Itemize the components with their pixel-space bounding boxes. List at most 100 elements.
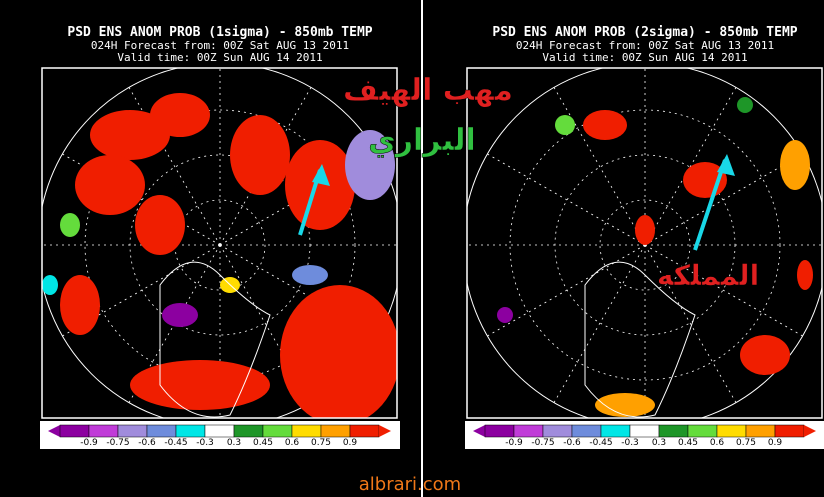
- anomaly-area: [130, 360, 270, 410]
- colorbar-segment: [204, 424, 235, 438]
- anomaly-area: [595, 393, 655, 417]
- anomaly-area: [280, 285, 397, 418]
- colorbar-label: -0.75: [531, 438, 554, 448]
- map-title: PSD ENS ANOM PROB (1sigma) - 850mb TEMP: [67, 25, 372, 40]
- forecast-time: 024H Forecast from: 00Z Sat AUG 13 2011: [516, 39, 774, 52]
- meridian: [487, 153, 646, 246]
- arrow-head: [312, 164, 330, 186]
- latitude-line: [509, 109, 781, 381]
- colorbar-segment: [349, 424, 380, 438]
- arrow-head: [717, 154, 735, 176]
- colorbar-segment: [774, 424, 805, 438]
- anomaly-area: [42, 275, 58, 295]
- anomaly-area: [780, 140, 810, 190]
- meridian: [553, 244, 646, 403]
- map-frame: [41, 67, 398, 419]
- colorbar-segment: [291, 424, 322, 438]
- meridian: [553, 87, 646, 246]
- colorbar-label: -0.6: [563, 438, 581, 448]
- anomaly-area: [162, 303, 198, 327]
- colorbar-label: 0.9: [343, 438, 358, 448]
- colorbar-label: 0.75: [736, 438, 756, 448]
- forecast-time: 024H Forecast from: 00Z Sat AUG 13 2011: [91, 39, 349, 52]
- anomaly-area: [740, 335, 790, 375]
- meridian: [487, 244, 646, 337]
- colorbar-segment: [175, 424, 206, 438]
- latitude-line: [599, 199, 691, 291]
- map-frame: [466, 67, 823, 419]
- annotation: البراري: [368, 123, 476, 158]
- colorbar-segment: [262, 424, 293, 438]
- colorbar-label: 0.45: [678, 438, 698, 448]
- anomaly-area: [230, 115, 290, 195]
- colorbar-arrow: [379, 425, 391, 437]
- latitude-line: [174, 199, 266, 291]
- meridian: [644, 153, 803, 246]
- watermark: albrari.com: [359, 474, 461, 495]
- anomaly-area: [90, 110, 170, 160]
- panel: PSD ENS ANOM PROB (2sigma) - 850mb TEMP0…: [465, 25, 824, 449]
- map: [42, 68, 397, 418]
- colorbar-arrow: [48, 425, 60, 437]
- anomaly-area: [135, 195, 185, 255]
- colorbar-label: -0.45: [589, 438, 612, 448]
- colorbar-label: 0.3: [227, 438, 241, 448]
- colorbar-label: 0.6: [285, 438, 300, 448]
- colorbar-label: 0.75: [311, 438, 331, 448]
- coastline: [584, 261, 696, 418]
- colorbar-label: -0.3: [621, 438, 639, 448]
- colorbar-label: -0.9: [80, 438, 98, 448]
- anomaly-area: [150, 93, 210, 137]
- colorbar-label: -0.75: [106, 438, 129, 448]
- colorbar-segment: [59, 424, 90, 438]
- colorbar-label: 0.9: [768, 438, 783, 448]
- anomaly-area: [292, 265, 328, 285]
- colorbar-segment: [88, 424, 119, 438]
- anomaly-area: [60, 275, 100, 335]
- colorbar-arrow: [804, 425, 816, 437]
- anomaly-area: [75, 155, 145, 215]
- valid-time: Valid time: 00Z Sun AUG 14 2011: [542, 51, 747, 64]
- map: [467, 68, 822, 418]
- colorbar-segment: [629, 424, 660, 438]
- colorbar-segment: [716, 424, 747, 438]
- colorbar-segment: [320, 424, 351, 438]
- colorbar-label: 0.6: [710, 438, 725, 448]
- colorbar-segment: [745, 424, 776, 438]
- colorbar-label: -0.3: [196, 438, 214, 448]
- coastline: [159, 261, 271, 418]
- colorbar-segment: [146, 424, 177, 438]
- colorbar-label: -0.9: [505, 438, 523, 448]
- valid-time: Valid time: 00Z Sun AUG 14 2011: [117, 51, 322, 64]
- anomaly-area: [285, 140, 355, 230]
- anomaly-area: [60, 213, 80, 237]
- anomaly-area: [497, 307, 513, 323]
- anomaly-area: [635, 215, 655, 245]
- colorbar-segment: [542, 424, 573, 438]
- anomaly-area: [345, 130, 395, 200]
- colorbar-label: -0.6: [138, 438, 156, 448]
- arrow: [693, 159, 727, 251]
- meridian: [644, 87, 737, 246]
- colorbar-segment: [571, 424, 602, 438]
- anomaly-area: [737, 97, 753, 113]
- colorbar-arrow: [473, 425, 485, 437]
- annotation: مهب الهيف: [343, 73, 513, 108]
- meridian: [644, 244, 737, 403]
- colorbar-segment: [658, 424, 689, 438]
- annotation: المملكه: [657, 259, 759, 292]
- panel: PSD ENS ANOM PROB (1sigma) - 850mb TEMP0…: [40, 25, 400, 449]
- colorbar-segment: [513, 424, 544, 438]
- colorbar-label: -0.45: [164, 438, 187, 448]
- colorbar-segment: [117, 424, 148, 438]
- colorbar-segment: [233, 424, 264, 438]
- meridian: [644, 244, 803, 337]
- colorbar-segment: [687, 424, 718, 438]
- colorbar-label: 0.3: [652, 438, 666, 448]
- map-title: PSD ENS ANOM PROB (2sigma) - 850mb TEMP: [492, 25, 797, 40]
- colorbar-segment: [600, 424, 631, 438]
- anomaly-area: [797, 260, 813, 290]
- anomaly-area: [583, 110, 627, 140]
